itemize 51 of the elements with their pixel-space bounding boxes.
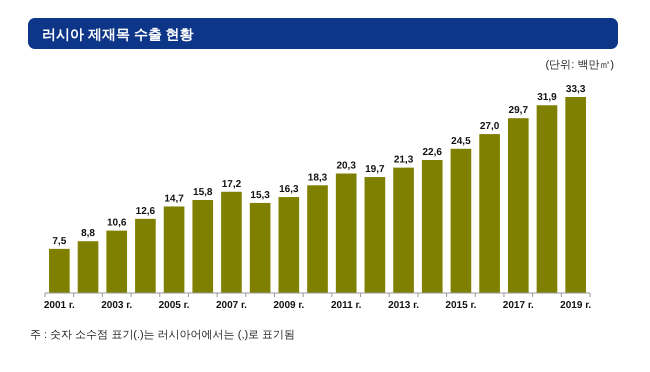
bar: [393, 168, 414, 293]
y-axis-title: (단위: 백만㎥): [546, 59, 614, 71]
bar: [508, 118, 529, 293]
data-label: 24,5: [451, 136, 472, 147]
bar: [565, 97, 586, 293]
x-tick-label: 2007 г.: [216, 300, 248, 311]
data-label: 15,8: [193, 187, 213, 198]
bar: [106, 230, 128, 293]
bar: [221, 192, 242, 293]
data-label: 27,0: [480, 121, 500, 132]
data-label: 29,7: [508, 105, 528, 116]
data-label: 18,3: [308, 172, 328, 184]
bar: [364, 177, 386, 293]
bar: [336, 174, 357, 293]
x-tick-label: 2015 г.: [445, 300, 477, 311]
data-label: 12,6: [136, 206, 156, 217]
data-label: 14,7: [164, 193, 184, 204]
data-label: 21,3: [394, 154, 414, 166]
bar: [250, 202, 270, 293]
data-label: 15,3: [250, 190, 270, 201]
x-tick-label: 2011 г.: [330, 300, 362, 311]
x-tick-label: 2001 г.: [44, 300, 76, 311]
bar: [49, 248, 70, 293]
bar: [78, 241, 98, 293]
bar: [192, 200, 214, 293]
data-label: 16,3: [279, 184, 299, 196]
data-label: 22,6: [422, 146, 442, 158]
x-tick-label: 2003 г.: [101, 300, 132, 311]
data-label: 17,2: [222, 178, 242, 190]
data-label: 19,7: [365, 164, 386, 176]
chart-title: 러시아 제재목 수출 현황: [42, 26, 194, 42]
x-tick-label: 2017 г.: [502, 300, 534, 311]
data-label: 33,3: [566, 84, 586, 95]
data-label: 31,9: [537, 92, 558, 104]
bar: [164, 206, 184, 293]
bar: [450, 148, 472, 293]
bar: [479, 134, 500, 293]
bar: [135, 218, 156, 293]
x-tick-label: 2013 г.: [388, 300, 420, 311]
x-tick-label: 2005 г.: [158, 300, 190, 311]
x-tick-label: 2019 г.: [560, 300, 592, 311]
data-label: 8,8: [81, 228, 96, 240]
bar: [278, 197, 300, 293]
data-label: 10,6: [106, 218, 127, 229]
bar: [536, 105, 558, 293]
x-tick-label: 2009 г.: [273, 300, 305, 311]
bar: [307, 185, 328, 293]
text: 주 : 숫자 소수점 표기(.)는 러시아어에서는 (,)로 표기됨: [30, 329, 296, 341]
bar: [422, 160, 443, 293]
data-label: 7,5: [52, 236, 67, 247]
data-label: 20,3: [336, 160, 356, 172]
